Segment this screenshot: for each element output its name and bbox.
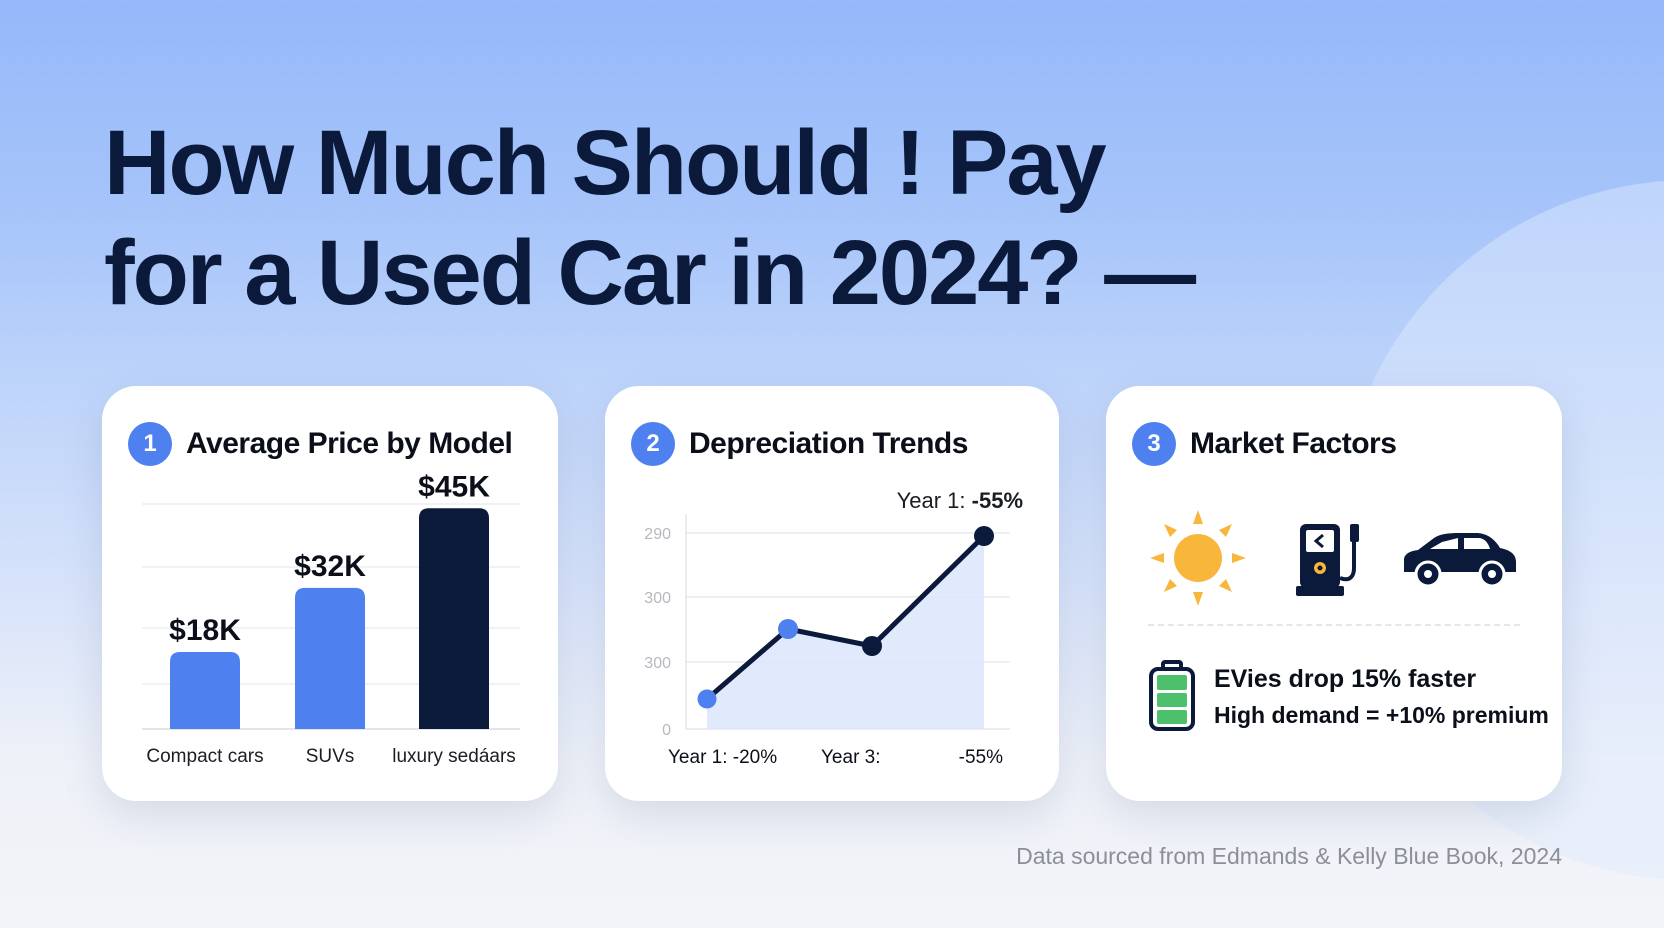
bar-value-label: $18K bbox=[169, 614, 241, 647]
page-title: How Much Should ! Pay for a Used Car in … bbox=[104, 108, 1196, 328]
ev-charger-icon bbox=[1296, 524, 1359, 596]
trend-line bbox=[705, 534, 986, 701]
bar bbox=[295, 587, 365, 729]
y-tick-label: 300 bbox=[644, 655, 671, 672]
card-depreciation: 2 Depreciation Trends 0 300 300 290 Year 1: … bbox=[605, 386, 1059, 801]
car-icon bbox=[1404, 533, 1516, 588]
title-line-1: How Much Should ! Pay bbox=[104, 112, 1107, 214]
card-title: Depreciation Trends bbox=[689, 427, 968, 460]
y-tick-label: 290 bbox=[644, 526, 671, 543]
card-header: 1 Average Price by Model bbox=[128, 422, 513, 466]
title-line-2: for a Used Car in 2024? — bbox=[104, 222, 1196, 324]
card-title: Average Price by Model bbox=[186, 427, 513, 460]
battery-icon bbox=[1149, 660, 1195, 731]
card-header: 2 Depreciation Trends bbox=[631, 422, 968, 466]
area-fill bbox=[707, 536, 984, 729]
category-label: Compact cars bbox=[146, 746, 263, 767]
data-point bbox=[974, 526, 994, 546]
x-tick-label: Year 3: bbox=[821, 747, 881, 768]
bar-chart: $18K Compact cars $32K SUVs $45K luxury sedáa… bbox=[142, 470, 520, 767]
step-badge: 1 bbox=[128, 422, 172, 466]
category-label: SUVs bbox=[306, 746, 355, 767]
line-chart: 0 300 300 290 Year 1: -55% Year 1: -20% Year 3… bbox=[644, 488, 1023, 768]
data-point bbox=[697, 689, 717, 709]
divider bbox=[1148, 624, 1520, 626]
category-label: luxury sedáars bbox=[392, 746, 516, 767]
bar-value-label: $32K bbox=[294, 550, 366, 583]
bar bbox=[170, 652, 240, 729]
peak-annotation: Year 1: -55% bbox=[897, 488, 1023, 513]
data-point bbox=[778, 619, 798, 639]
x-tick-label: Year 1: -20% bbox=[668, 747, 777, 768]
bar bbox=[419, 508, 489, 729]
card-header: 3 Market Factors bbox=[1132, 422, 1397, 466]
step-badge: 2 bbox=[631, 422, 675, 466]
card-average-price: 1 Average Price by Model $18K Compact car… bbox=[102, 386, 558, 801]
fact-ev-depreciation: EVies drop 15% faster bbox=[1214, 665, 1477, 693]
y-tick-label: 300 bbox=[644, 590, 671, 607]
card-title: Market Factors bbox=[1190, 427, 1397, 460]
card-market-factors: 3 Market Factors bbox=[1106, 386, 1562, 801]
source-note: Data sourced from Edmands & Kelly Blue B… bbox=[1016, 843, 1562, 869]
x-tick-label: -55% bbox=[959, 747, 1003, 768]
data-point bbox=[862, 636, 882, 656]
step-badge: 3 bbox=[1132, 422, 1176, 466]
fact-demand-premium: High demand = +10% premium bbox=[1214, 702, 1549, 728]
y-tick-label: 0 bbox=[662, 722, 671, 739]
bar-value-label: $45K bbox=[418, 470, 490, 503]
sun-icon bbox=[1150, 510, 1246, 606]
